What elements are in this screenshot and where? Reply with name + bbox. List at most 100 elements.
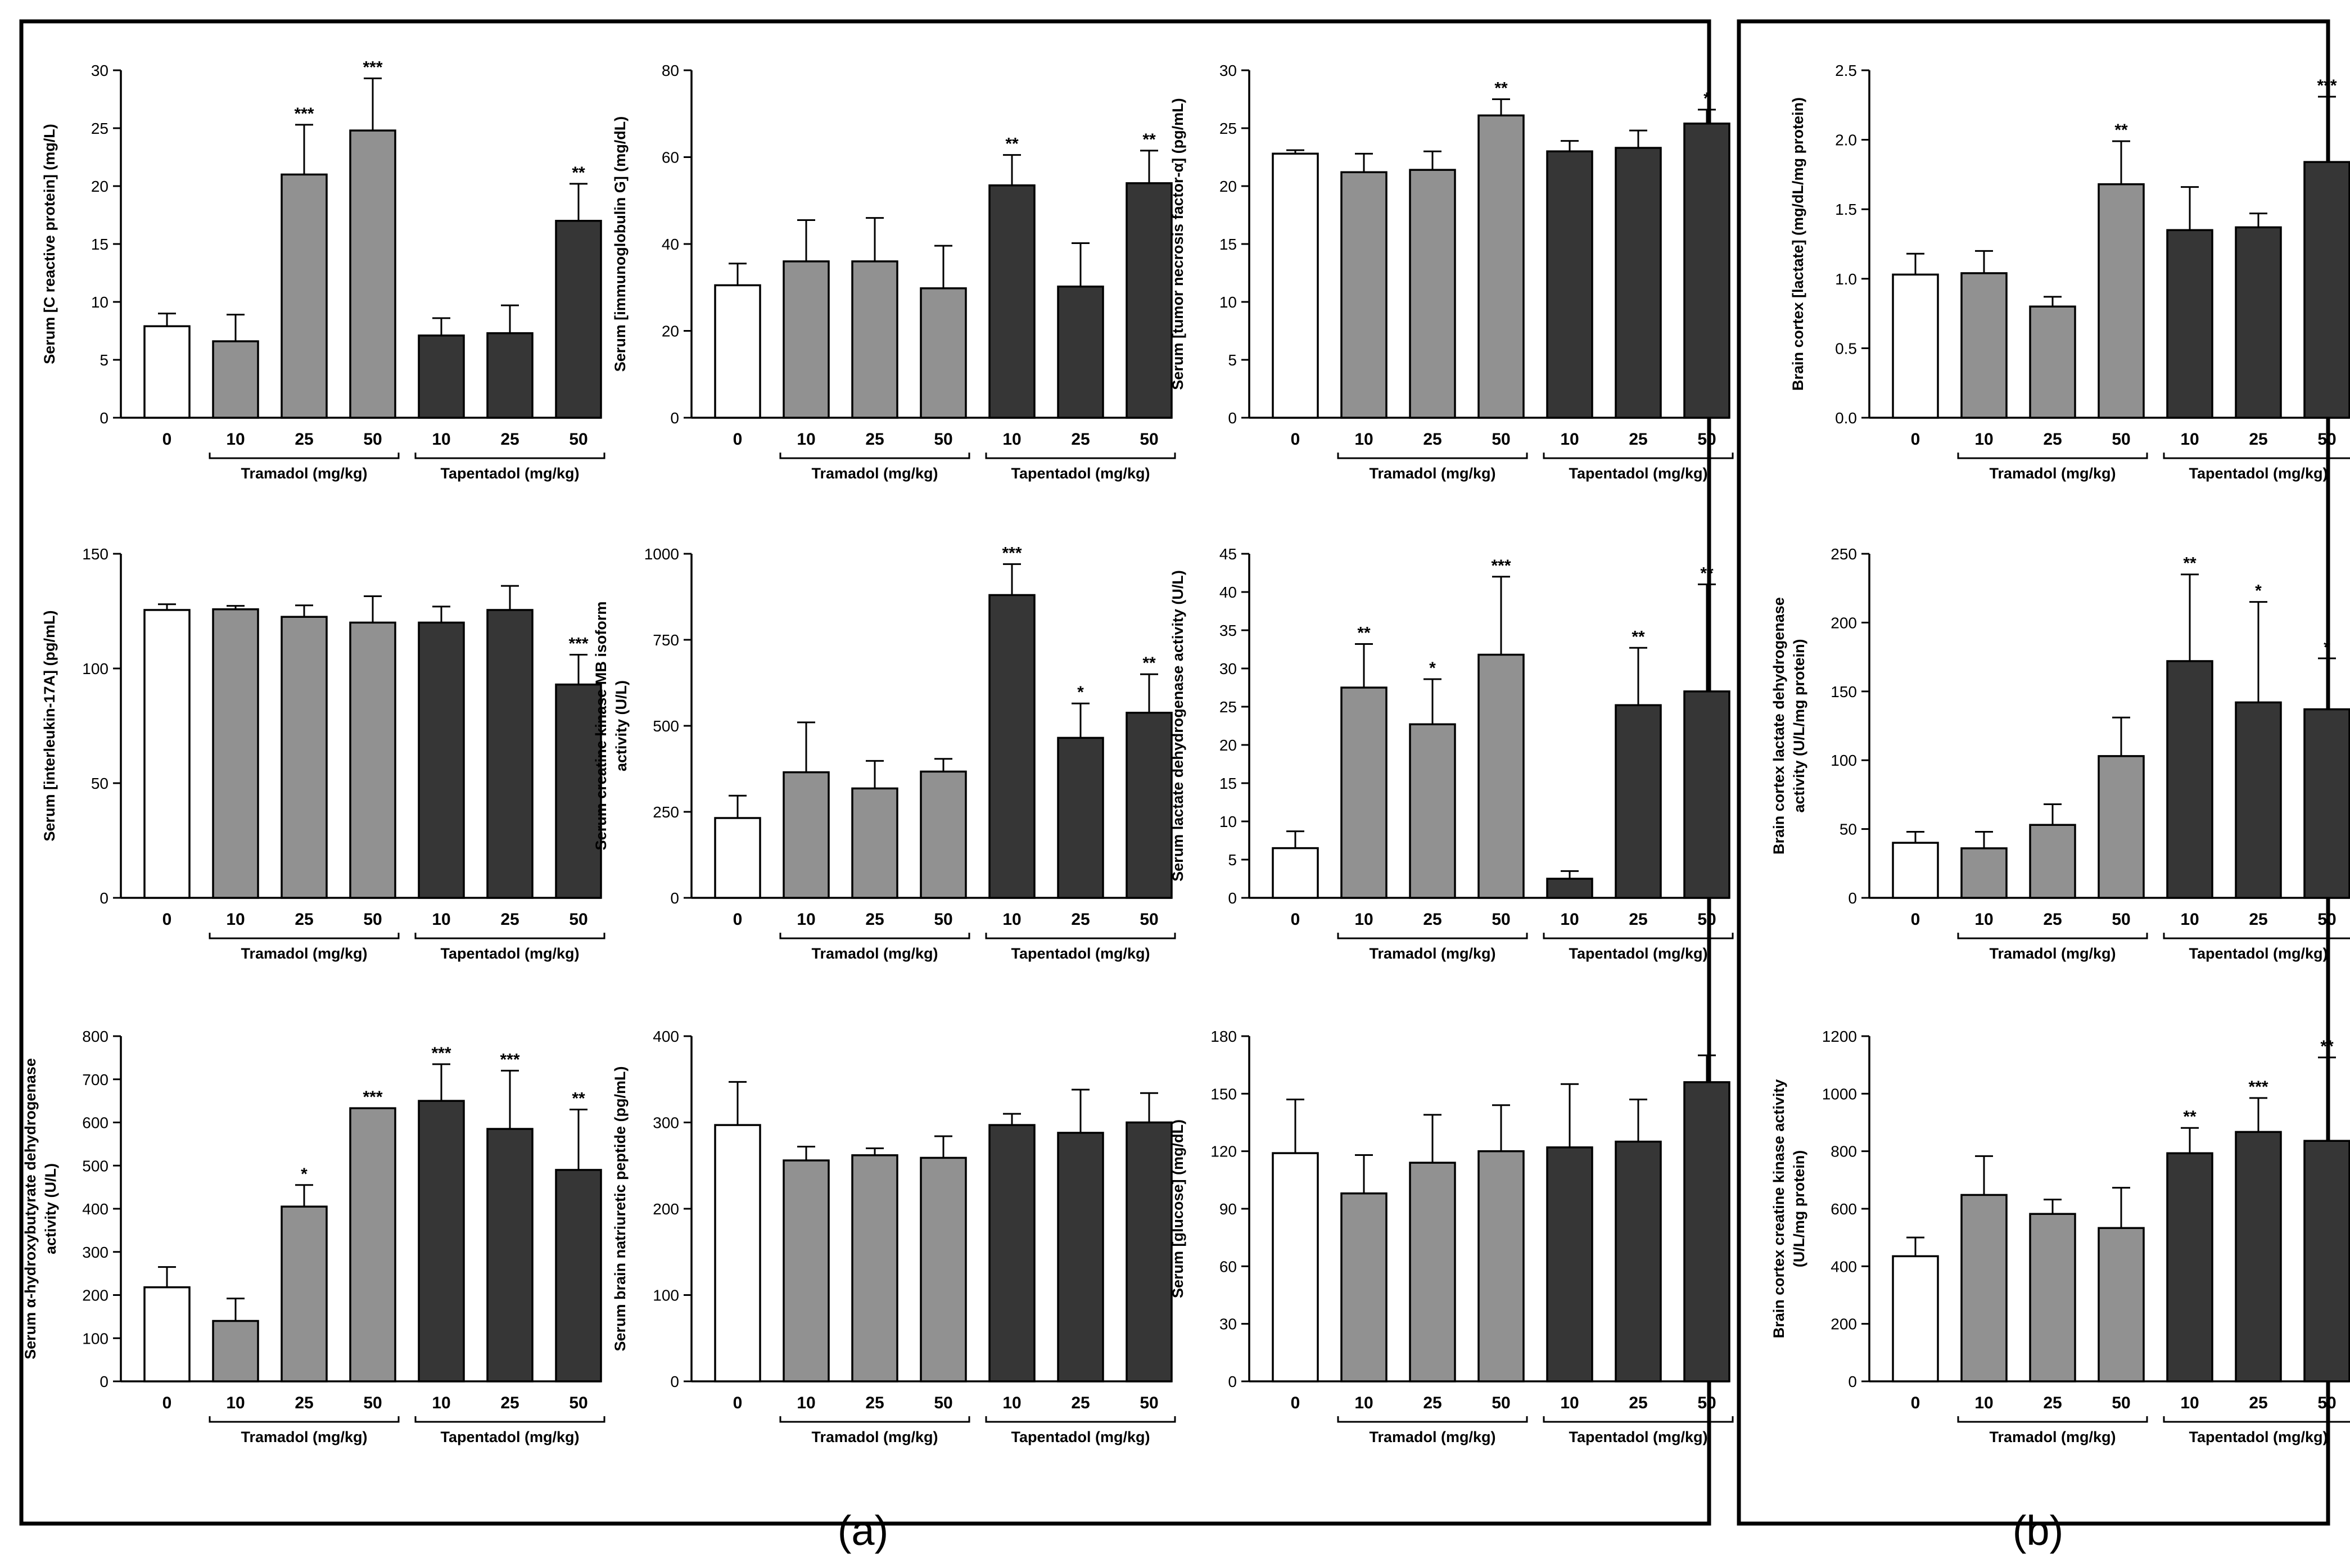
y-tick-label: 30 — [1219, 62, 1237, 79]
x-tick-label: 10 — [2180, 430, 2199, 449]
y-tick-label: 5 — [1228, 851, 1237, 869]
y-tick-label: 20 — [1219, 736, 1237, 754]
x-tick-label: 10 — [797, 1394, 815, 1412]
group-label: Tapentadol (mg/kg) — [2189, 1429, 2328, 1445]
significance-label: ** — [2114, 121, 2128, 139]
significance-label: ** — [1142, 130, 1156, 149]
bar — [143, 325, 191, 419]
y-tick-label: 100 — [82, 1330, 109, 1347]
significance-label: * — [1703, 89, 1710, 108]
x-tick-label: 0 — [733, 430, 743, 449]
bar — [2098, 755, 2145, 899]
group-bracket — [209, 453, 400, 459]
x-tick-label: 0 — [1911, 430, 1920, 449]
significance-label: ** — [2183, 554, 2197, 573]
group-label: Tramadol (mg/kg) — [241, 945, 367, 962]
y-tick-label: 200 — [1831, 1316, 1857, 1333]
significance-label: ** — [572, 1089, 585, 1108]
x-tick-label: 25 — [500, 1394, 519, 1412]
y-tick-label: 700 — [82, 1071, 109, 1088]
x-tick-label: 50 — [2317, 910, 2336, 929]
group-bracket — [209, 1416, 400, 1423]
y-tick-label: 600 — [1831, 1200, 1857, 1218]
y-tick-label: 50 — [1840, 821, 1857, 838]
significance-label: *** — [363, 1088, 382, 1106]
y-tick-label: 5 — [1228, 351, 1237, 369]
bar — [1683, 1081, 1730, 1382]
x-tick-label: 10 — [226, 1394, 245, 1412]
bar — [486, 609, 534, 899]
significance-label: *** — [363, 58, 382, 76]
bar — [783, 771, 830, 899]
group-label: Tramadol (mg/kg) — [811, 1429, 938, 1445]
bar — [988, 1124, 1036, 1382]
x-tick-label: 10 — [2180, 1394, 2199, 1412]
y-tick-label: 20 — [662, 323, 679, 340]
group-bracket — [1337, 1416, 1528, 1423]
y-tick-label: 0 — [1848, 1373, 1857, 1390]
bar — [143, 609, 191, 899]
x-tick-label: 10 — [1002, 430, 1021, 449]
bar — [1892, 273, 1939, 419]
bar — [920, 770, 967, 899]
x-tick-label: 50 — [1492, 1394, 1510, 1412]
bar — [783, 260, 830, 419]
bar — [2235, 226, 2282, 419]
y-axis-label: Serum α-hydroxybutyrate dehydrogenase — [22, 1058, 39, 1359]
y-tick-label: 0.5 — [1835, 340, 1857, 357]
group-label: Tapentadol (mg/kg) — [1011, 945, 1150, 962]
x-tick-label: 0 — [1291, 1394, 1300, 1412]
y-tick-label: 2.5 — [1835, 62, 1857, 79]
bar — [2029, 824, 2076, 899]
x-tick-label: 10 — [1002, 1394, 1021, 1412]
y-axis-label: Serum [glucose] (mg/dL) — [1169, 1119, 1186, 1298]
bar — [1546, 150, 1593, 419]
x-tick-label: 50 — [2112, 430, 2130, 449]
group-label: Tapentadol (mg/kg) — [1569, 945, 1708, 962]
group-bracket — [1337, 933, 1528, 939]
bar — [1477, 114, 1525, 419]
group-bracket — [2163, 933, 2350, 939]
x-tick-label: 50 — [363, 430, 382, 449]
y-tick-label: 30 — [1219, 660, 1237, 677]
bar — [920, 1156, 967, 1382]
bar — [783, 1159, 830, 1382]
bar — [988, 184, 1036, 419]
bar — [1126, 1121, 1173, 1382]
bar — [1340, 686, 1388, 899]
y-tick-label: 1000 — [1822, 1085, 1857, 1102]
x-tick-label: 50 — [1697, 910, 1716, 929]
group-label: Tramadol (mg/kg) — [811, 945, 938, 962]
bar — [418, 621, 465, 899]
y-tick-label: 0 — [670, 889, 679, 907]
significance-label: *** — [1002, 544, 1022, 562]
bar — [1272, 847, 1319, 899]
bar — [2303, 161, 2350, 419]
y-tick-label: 300 — [82, 1244, 109, 1261]
bar — [1126, 711, 1173, 899]
y-tick-label: 1.0 — [1835, 270, 1857, 288]
y-tick-label: 5 — [100, 351, 109, 369]
group-bracket — [1957, 933, 2148, 939]
significance-label: ** — [2183, 1108, 2197, 1126]
chart-4: 0.0 0.5 1.0 1.5 2.0 2.5 Brain cortex [lactate]… — [1789, 62, 2350, 482]
y-tick-label: 15 — [1219, 236, 1237, 253]
significance-label: *** — [1491, 557, 1511, 575]
group-label: Tramadol (mg/kg) — [1369, 945, 1495, 962]
bar — [1546, 1146, 1593, 1382]
y-tick-label: 50 — [91, 775, 109, 792]
x-tick-label: 25 — [1423, 430, 1441, 449]
y-tick-label: 0.0 — [1835, 409, 1857, 427]
bar — [349, 1107, 396, 1382]
y-tick-label: 200 — [1831, 614, 1857, 631]
y-axis-label: activity (U/L) — [613, 680, 630, 771]
y-tick-label: 250 — [653, 803, 679, 821]
group-label: Tramadol (mg/kg) — [241, 465, 367, 482]
x-tick-label: 0 — [162, 1394, 172, 1412]
x-tick-label: 25 — [2043, 910, 2062, 929]
bar — [1477, 653, 1525, 899]
x-tick-label: 50 — [1140, 910, 1158, 929]
